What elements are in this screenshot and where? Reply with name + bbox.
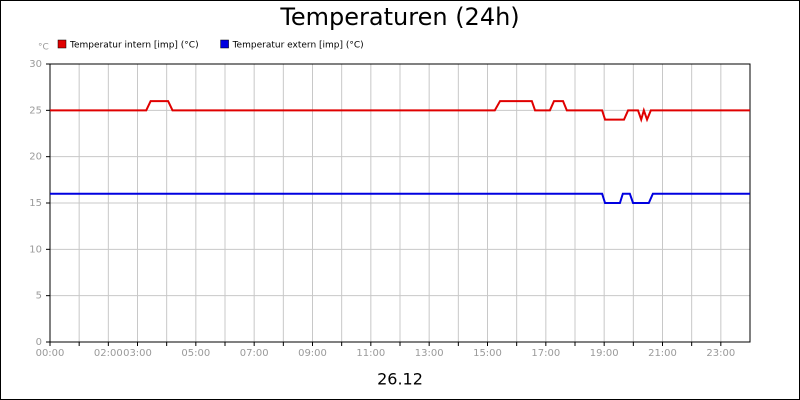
y-tick-label: 20 [29, 152, 42, 163]
x-tick-label: 05:00 [181, 348, 210, 359]
y-tick-label: 25 [29, 105, 42, 116]
y-tick-label: 30 [29, 59, 42, 70]
x-tick-label: 13:00 [415, 348, 444, 359]
x-tick-label: 21:00 [648, 348, 677, 359]
x-tick-label: 07:00 [240, 348, 269, 359]
plot-border [49, 63, 751, 343]
line [50, 192, 750, 204]
x-label: 26.12 [377, 370, 423, 389]
x-tick-label: 00:00 [36, 348, 65, 359]
x-tick-label: 11:00 [356, 348, 385, 359]
y-tick-label: 0 [36, 337, 42, 348]
x-tick-label: 17:00 [531, 348, 560, 359]
legend-swatch [57, 39, 67, 49]
x-tick-label: 19:00 [590, 348, 619, 359]
legend-label: Temperatur intern [imp] (°C) [69, 41, 199, 51]
x-tick-label: 02:00 [94, 348, 123, 359]
y-tick-label: 10 [29, 244, 42, 255]
chart-title: Temperaturen (24h) [279, 3, 519, 31]
legend-swatch [220, 39, 229, 49]
x-tick-label: 09:00 [298, 348, 327, 359]
y-tick-label: 15 [29, 198, 42, 209]
legend-label: Temperatur extern [imp] (°C) [232, 41, 364, 51]
x-tick-label: 03:00 [123, 348, 152, 359]
x-tick-label: 15:00 [473, 348, 502, 359]
x-tick-label: 23:00 [706, 348, 735, 359]
y-tick-label: 5 [36, 291, 42, 302]
y-unit: °C [38, 43, 49, 53]
line [50, 100, 750, 123]
